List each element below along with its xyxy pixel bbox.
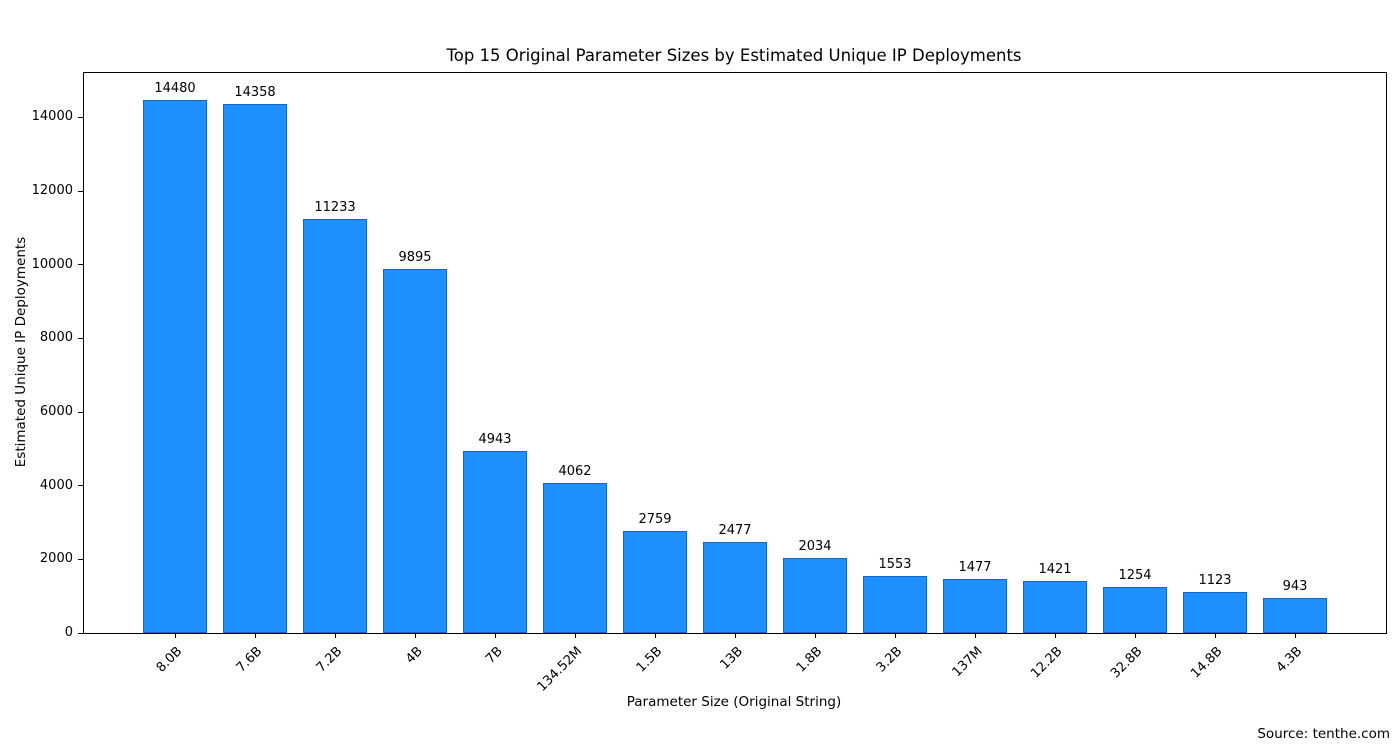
bar <box>1023 580 1087 633</box>
x-tick-mark <box>495 633 496 638</box>
bar <box>943 578 1007 633</box>
x-tick-mark <box>815 633 816 638</box>
x-tick-label-text: 32.8B <box>1108 644 1146 682</box>
x-axis-label: Parameter Size (Original String) <box>626 694 842 710</box>
x-tick-label-text: 3.2B <box>874 644 906 676</box>
x-tick-mark <box>335 633 336 638</box>
chart-title: Top 15 Original Parameter Sizes by Estim… <box>446 46 1022 65</box>
y-tick-label: 2000 <box>39 551 73 567</box>
x-tick-mark <box>1215 633 1216 638</box>
x-tick-label-text: 1.5B <box>634 644 666 676</box>
bar <box>783 558 847 633</box>
x-tick-mark <box>1295 633 1296 638</box>
bar-value-label: 14358 <box>234 85 276 101</box>
x-tick-label-text: 7.6B <box>234 644 266 676</box>
bar-value-label: 4062 <box>558 464 592 480</box>
y-tick-mark <box>78 264 83 266</box>
bar-value-label: 2759 <box>638 512 672 528</box>
bar <box>1263 598 1327 633</box>
x-tick-label-text: 13B <box>716 644 746 673</box>
y-tick-label: 8000 <box>39 330 73 346</box>
bar <box>863 575 927 633</box>
y-tick-label: 4000 <box>39 477 73 493</box>
x-tick-label-text: 7.2B <box>314 644 346 676</box>
x-tick-mark <box>255 633 256 638</box>
y-tick-mark <box>78 411 83 413</box>
bar <box>1183 591 1247 633</box>
bar <box>223 104 287 633</box>
source-note: Source: tenthe.com <box>1257 726 1390 742</box>
y-tick-mark <box>78 337 83 339</box>
y-tick-label: 12000 <box>31 183 73 199</box>
x-tick-label-text: 4B <box>402 644 426 667</box>
x-tick-mark <box>415 633 416 638</box>
x-tick-label-text: 4.3B <box>1274 644 1306 676</box>
y-tick-mark <box>78 558 83 560</box>
x-tick-label-text: 1.8B <box>794 644 826 676</box>
bar-value-label: 1553 <box>878 556 912 572</box>
bar <box>543 483 607 633</box>
bar-value-label: 4943 <box>478 431 512 447</box>
bar-value-label: 9895 <box>398 249 432 265</box>
bar <box>143 99 207 633</box>
x-tick-label-text: 137M <box>949 644 986 681</box>
x-tick-label-text: 134.52M <box>534 644 586 695</box>
x-tick-mark <box>1135 633 1136 638</box>
bar-value-label: 14480 <box>154 80 196 96</box>
bar-value-label: 11233 <box>314 200 356 216</box>
y-tick-mark <box>78 190 83 192</box>
x-tick-label-text: 14.8B <box>1188 644 1226 682</box>
bar <box>703 541 767 633</box>
y-tick-label: 0 <box>64 625 73 640</box>
bar <box>303 219 367 633</box>
y-tick-mark <box>78 632 83 634</box>
x-tick-mark <box>895 633 896 638</box>
bar-value-label: 1254 <box>1118 567 1152 583</box>
bar-value-label: 943 <box>1282 579 1308 595</box>
x-tick-mark <box>575 633 576 638</box>
x-tick-mark <box>655 633 656 638</box>
x-tick-label-text: 8.0B <box>154 644 186 676</box>
y-tick-mark <box>78 116 83 118</box>
y-tick-label: 10000 <box>31 256 73 272</box>
plot-area: 0 2000 4000 6000 8000 10000 12000 14000 14480 8.0… <box>32 72 1387 695</box>
y-tick-label: 6000 <box>39 404 73 420</box>
bar <box>623 531 687 633</box>
y-tick-mark <box>78 485 83 487</box>
x-tick-mark <box>175 633 176 638</box>
bar <box>383 268 447 633</box>
x-tick-mark <box>1055 633 1056 638</box>
bar <box>1103 586 1167 633</box>
x-tick-label-text: 12.2B <box>1028 644 1066 682</box>
bar <box>463 450 527 633</box>
y-tick-label: 14000 <box>31 109 73 125</box>
x-tick-mark <box>975 633 976 638</box>
bar-value-label: 2034 <box>798 539 832 555</box>
bar-value-label: 1421 <box>1038 561 1072 577</box>
bar-value-label: 2477 <box>718 522 752 538</box>
x-tick-mark <box>735 633 736 638</box>
x-tick-label-text: 7B <box>482 644 506 667</box>
bar-value-label: 1123 <box>1198 572 1232 588</box>
bar-value-label: 1477 <box>958 559 992 575</box>
